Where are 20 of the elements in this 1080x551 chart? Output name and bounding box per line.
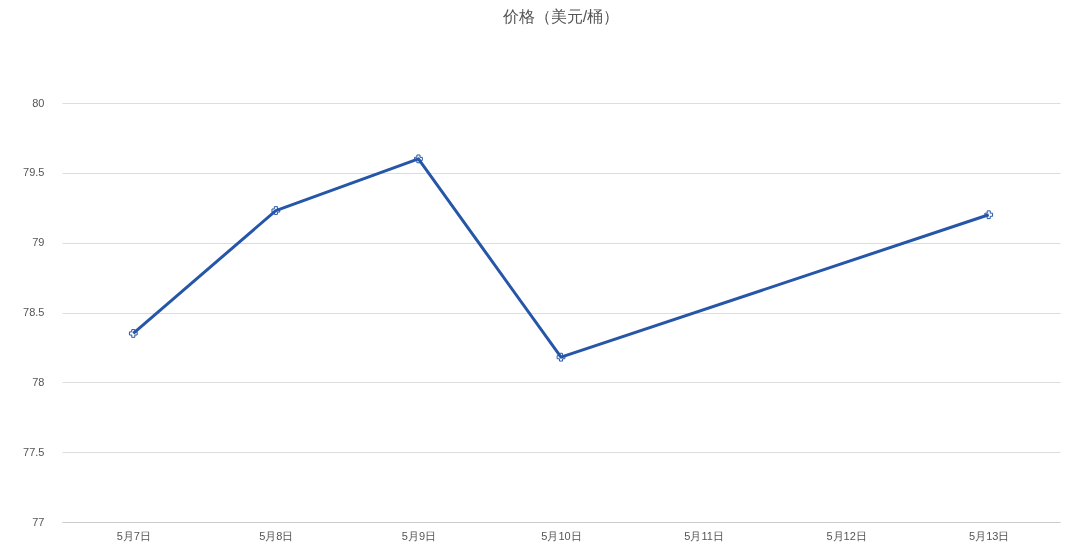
- y-tick-label: 79: [32, 236, 45, 249]
- x-tick-label: 5月9日: [401, 529, 437, 542]
- chart-title: 价格（美元/桶）: [501, 8, 620, 25]
- x-tick-label: 5月13日: [969, 529, 1010, 542]
- point: [984, 210, 994, 220]
- point: [556, 352, 566, 362]
- x-tick-label: 5月7日: [116, 529, 151, 542]
- x-tick-label: 5月12日: [826, 529, 867, 542]
- x-tick-label: 5月11日: [684, 529, 724, 542]
- x-tick-label: 5月8日: [259, 529, 294, 542]
- point: [128, 329, 138, 338]
- point: [414, 154, 423, 164]
- y-tick-label: 78.5: [23, 306, 45, 318]
- y-tick-label: 77: [32, 515, 45, 528]
- x-tick-label: 5月10日: [541, 529, 582, 542]
- y-tick-label: 77.5: [23, 445, 45, 458]
- y-tick-label: 79.5: [23, 166, 45, 179]
- point: [271, 206, 281, 215]
- y-tick-label: 78: [32, 375, 45, 388]
- y-tick-label: 80: [32, 96, 45, 109]
